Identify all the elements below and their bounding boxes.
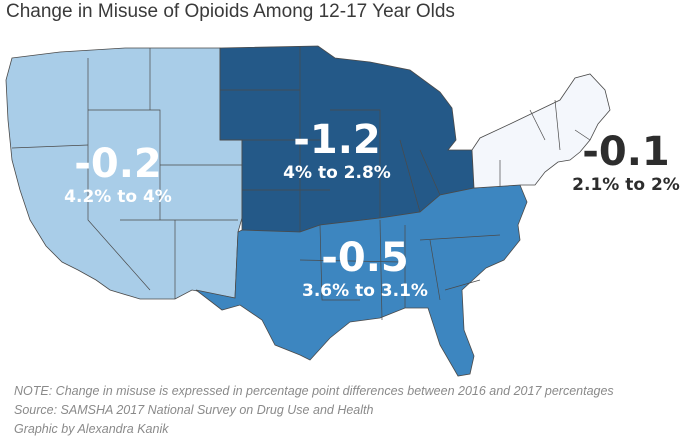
midwest-range: 4% to 2.8% — [283, 163, 391, 183]
midwest-change: -1.2 — [293, 117, 381, 163]
south-change: -0.5 — [321, 235, 409, 281]
label-west: -0.2 4.2% to 4% — [48, 142, 188, 208]
west-change: -0.2 — [74, 141, 162, 187]
label-northeast: -0.1 2.1% to 2% — [566, 130, 686, 196]
south-range: 3.6% to 3.1% — [302, 281, 428, 301]
label-midwest: -1.2 4% to 2.8% — [262, 118, 412, 184]
credit-text: Graphic by Alexandra Kanik — [14, 422, 169, 436]
source-text: Source: SAMSHA 2017 National Survey on D… — [14, 403, 374, 417]
region-northeast — [471, 73, 611, 189]
state-boundaries — [11, 46, 591, 321]
west-range: 4.2% to 4% — [64, 187, 172, 207]
northeast-change: -0.1 — [582, 129, 670, 175]
footnotes: NOTE: Change in misuse is expressed in p… — [14, 382, 614, 439]
region-south — [195, 184, 528, 377]
chart-title: Change in Misuse of Opioids Among 12-17 … — [6, 1, 455, 22]
note-text: NOTE: Change in misuse is expressed in p… — [14, 384, 614, 398]
label-south: -0.5 3.6% to 3.1% — [290, 236, 440, 302]
northeast-range: 2.1% to 2% — [572, 175, 680, 195]
